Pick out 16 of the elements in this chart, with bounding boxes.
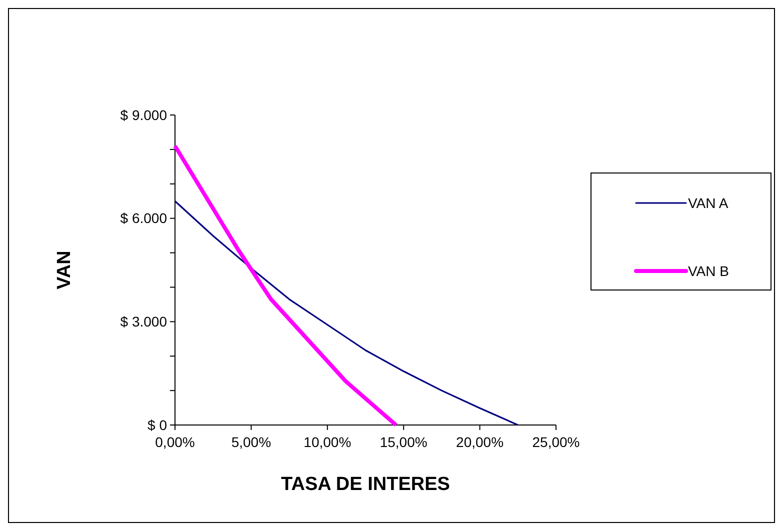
legend-label: VAN B: [688, 262, 729, 279]
x-tick-label: 25,00%: [532, 434, 580, 450]
y-tick-label: $ 3.000: [120, 314, 168, 330]
y-axis-title: VAN: [54, 250, 75, 290]
y-tick-label: $ 9.000: [120, 106, 168, 123]
x-tick-label: 0,00%: [155, 434, 195, 450]
x-tick-label: 5,00%: [231, 434, 272, 450]
line-series: [173, 144, 398, 427]
legend-label: VAN A: [688, 194, 729, 211]
x-tick-label: 15,00%: [380, 434, 428, 450]
y-tick-label: $ 0: [148, 416, 168, 433]
y-tick-label: $ 6.000: [120, 210, 168, 226]
x-tick-label: 10,00%: [304, 434, 352, 450]
line-series: [174, 200, 519, 426]
x-tick-label: 20,00%: [456, 434, 504, 450]
x-axis-title: TASA DE INTERES: [281, 474, 450, 495]
